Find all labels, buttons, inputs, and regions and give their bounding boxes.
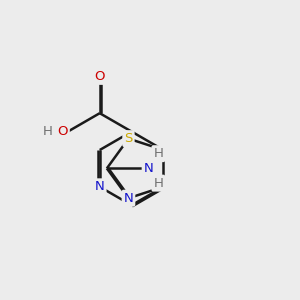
Text: N: N: [95, 180, 105, 193]
Text: N: N: [124, 192, 133, 205]
Text: N: N: [144, 162, 153, 175]
Text: H: H: [43, 125, 52, 138]
Text: H: H: [153, 147, 163, 160]
Text: O: O: [94, 70, 105, 83]
Text: O: O: [57, 125, 68, 138]
Text: H: H: [153, 177, 163, 190]
Text: S: S: [124, 132, 133, 145]
